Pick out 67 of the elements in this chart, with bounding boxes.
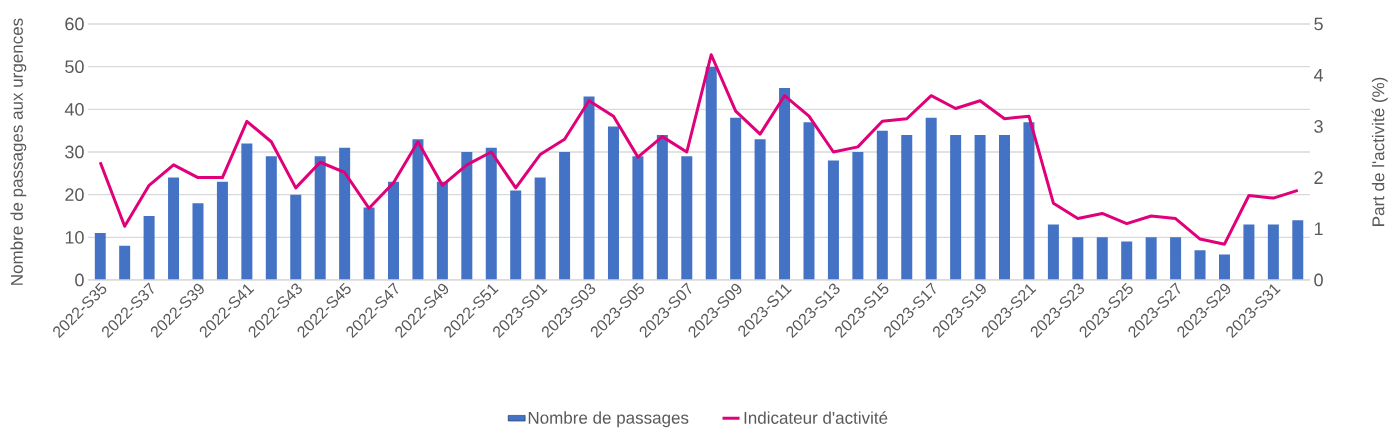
bar [1292, 220, 1304, 280]
bar [363, 207, 375, 280]
bar [559, 152, 571, 280]
y2-tick-label: 1 [1314, 222, 1323, 235]
bar [265, 156, 277, 280]
y-tick-label: 20 [65, 188, 84, 202]
y2-tick-label: 5 [1314, 17, 1323, 31]
bar [1047, 224, 1059, 280]
y-tick-label: 10 [65, 230, 84, 244]
bar [192, 203, 204, 280]
bar [119, 245, 131, 280]
bar [779, 88, 791, 280]
bar [876, 130, 888, 280]
bar [827, 160, 839, 280]
bar [1194, 250, 1206, 280]
bar [681, 156, 693, 280]
bar [705, 66, 717, 280]
bar [1121, 241, 1133, 280]
bar [974, 134, 986, 280]
bar [510, 190, 522, 280]
bar [803, 122, 815, 280]
bar [1096, 237, 1108, 280]
bar [143, 216, 155, 280]
bar [339, 147, 351, 280]
bar [412, 139, 424, 280]
bar [290, 194, 302, 280]
bar [94, 233, 106, 280]
y2-tick-label: 0 [1314, 273, 1323, 287]
bar [925, 117, 937, 280]
bar [999, 134, 1011, 280]
bar [901, 134, 913, 280]
bar [1218, 254, 1230, 280]
y-tick-label: 50 [65, 60, 84, 74]
bar [852, 152, 864, 280]
bar [1072, 237, 1084, 280]
legend-label: Indicateur d'activité [744, 411, 888, 424]
bar [1243, 224, 1255, 280]
bar [241, 143, 253, 280]
bar [754, 139, 766, 280]
bar [485, 147, 497, 280]
bar [388, 181, 400, 280]
y2-tick-label: 2 [1314, 171, 1323, 184]
bar [950, 134, 962, 280]
bar [168, 177, 180, 280]
y-tick-label: 30 [65, 145, 84, 159]
bar [730, 117, 742, 280]
bar [216, 181, 228, 280]
bar [1023, 122, 1035, 280]
line-series [98, 53, 1300, 246]
y2-axis-title: Part de l'activité (%) [1371, 77, 1388, 226]
bar [607, 126, 619, 280]
bar [583, 96, 595, 280]
y-tick-label: 40 [64, 102, 84, 116]
bar [656, 134, 668, 280]
y-axis-title: Nombre de passages aux urgences [10, 18, 27, 285]
bar [632, 156, 644, 280]
y-tick-label: 60 [65, 17, 84, 31]
y2-tick-label: 4 [1313, 69, 1324, 82]
bar [1267, 224, 1279, 280]
bar [461, 152, 473, 280]
bar [1170, 237, 1182, 280]
legend-label: Nombre de passages [528, 411, 689, 428]
bar [534, 177, 546, 280]
bar [436, 181, 448, 280]
bar [1145, 237, 1157, 280]
bar [314, 156, 326, 280]
y2-tick-label: 3 [1314, 120, 1323, 133]
